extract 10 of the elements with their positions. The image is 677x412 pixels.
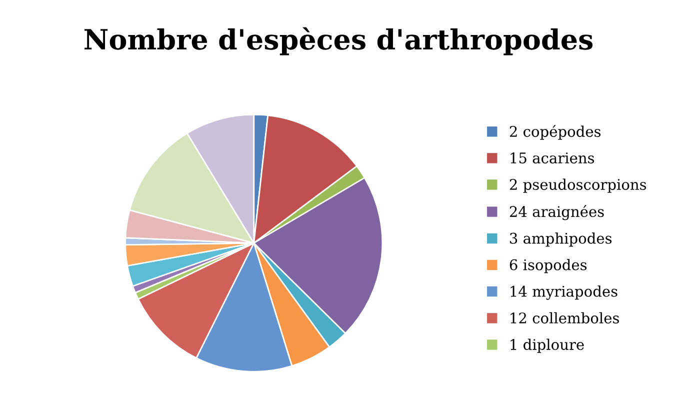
legend-label: 3 amphipodes [510,232,612,247]
chart-title: Nombre d'espèces d'arthropodes [84,27,593,56]
legend-label: 14 myriapodes [510,286,618,300]
legend-label: 2 pseudoscorpions [510,178,646,193]
legend-label: 15 acariens [510,152,594,164]
legend-label: 2 copépodes [510,125,601,140]
legend-label: 24 araignées [510,205,604,220]
legend-label: 12 collemboles [510,312,619,324]
legend-label: 6 isopodes [510,258,587,274]
legend-label: 1 diploure [510,338,584,353]
